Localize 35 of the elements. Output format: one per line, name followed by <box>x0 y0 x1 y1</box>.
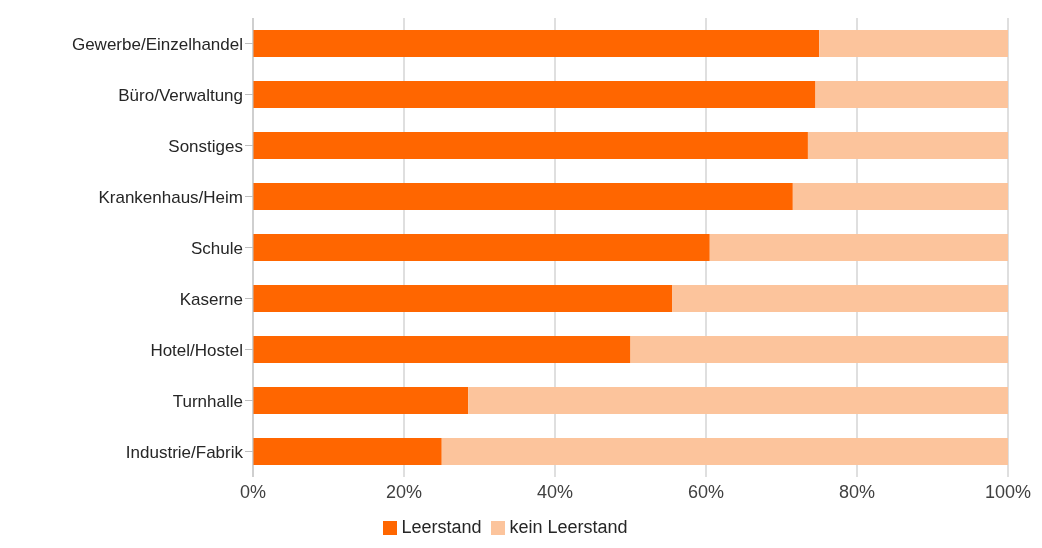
y-tick-label: Sonstiges <box>168 136 243 156</box>
bar <box>441 438 1008 465</box>
bar <box>253 387 469 414</box>
y-tick-label: Turnhalle <box>172 391 243 411</box>
bar <box>253 183 793 210</box>
bar <box>807 132 1008 159</box>
bar <box>630 336 1008 363</box>
x-tick-label: 80% <box>838 481 876 502</box>
x-tick-label: 20% <box>385 481 423 502</box>
x-tick-label: 40% <box>536 481 574 502</box>
bar <box>709 234 1008 261</box>
y-tick-label: Gewerbe/Einzelhandel <box>71 34 243 54</box>
y-tick-label: Krankenhaus/Heim <box>98 187 243 207</box>
x-tick-label: 0% <box>239 481 267 502</box>
y-tick-label: Hotel/Hostel <box>150 340 243 360</box>
bar <box>815 81 1008 108</box>
legend-label: kein Leerstand <box>509 517 628 537</box>
bar <box>792 183 1008 210</box>
x-tick-label: 100% <box>984 481 1032 502</box>
bar <box>468 387 1008 414</box>
bar <box>253 132 808 159</box>
bar <box>253 336 631 363</box>
legend-label: Leerstand <box>401 517 482 537</box>
bar <box>253 81 816 108</box>
bar <box>819 30 1008 57</box>
y-tick-label: Kaserne <box>179 289 243 309</box>
bar <box>253 30 820 57</box>
x-tick-label: 60% <box>687 481 725 502</box>
bar <box>253 438 442 465</box>
bar <box>253 285 673 312</box>
y-tick-label: Büro/Verwaltung <box>118 85 243 105</box>
y-tick-label: Industrie/Fabrik <box>125 442 244 462</box>
bar <box>253 234 710 261</box>
y-tick-label: Schule <box>191 238 243 258</box>
bar <box>672 285 1008 312</box>
